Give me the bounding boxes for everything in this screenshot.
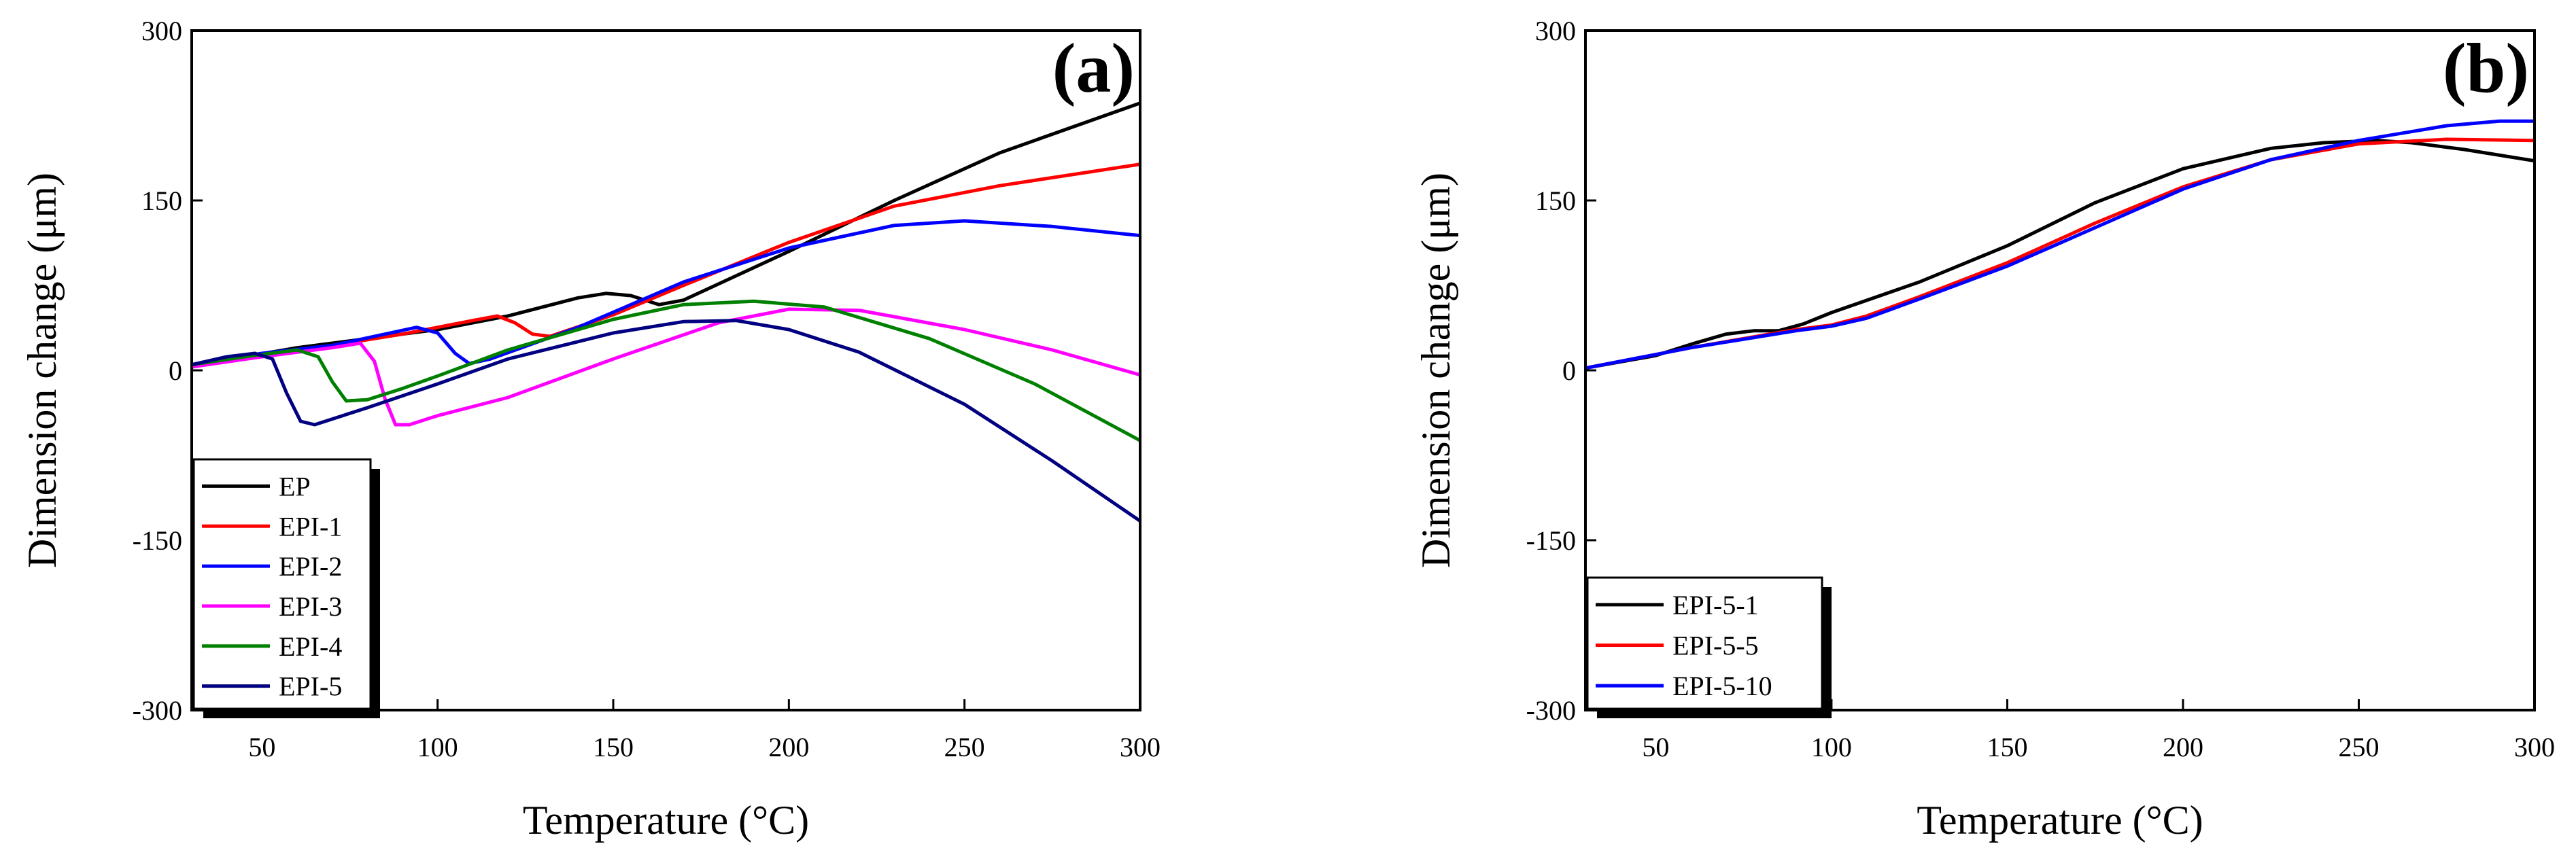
y-axis-label: Dimension change (μm) bbox=[20, 173, 65, 568]
series-line-ep bbox=[192, 101, 1140, 369]
x-tick-label: 100 bbox=[417, 732, 458, 762]
y-axis-label: Dimension change (μm) bbox=[1413, 173, 1458, 568]
y-tick-label: 150 bbox=[1535, 186, 1576, 216]
legend-label-epi-1: EPI-1 bbox=[279, 511, 342, 542]
panel-label: (a) bbox=[1052, 29, 1135, 107]
x-tick-label: 300 bbox=[1120, 732, 1161, 762]
legend-label-epi-5: EPI-5 bbox=[279, 671, 342, 702]
y-tick-label: -300 bbox=[133, 695, 182, 726]
series-group bbox=[192, 101, 1140, 523]
x-tick-label: 150 bbox=[1987, 732, 2027, 762]
x-axis-label: Temperature (°C) bbox=[1917, 798, 2203, 843]
series-line-epi-5-1 bbox=[1585, 139, 2535, 370]
panel-label: (b) bbox=[2443, 29, 2529, 107]
x-tick-label: 50 bbox=[1642, 732, 1669, 762]
x-tick-label: 200 bbox=[2163, 732, 2203, 762]
legend: EPI-5-1 EPI-5-5 EPI-5-10 bbox=[1586, 576, 1832, 718]
series-line-epi-1 bbox=[192, 162, 1140, 367]
y-tick-label: -150 bbox=[133, 525, 182, 556]
legend-label-epi-5-5: EPI-5-5 bbox=[1672, 631, 1759, 661]
x-tick-label: 300 bbox=[2514, 732, 2555, 762]
panel-b: 50 100 150 200 250 300 -300 -150 0 150 300 Temperat… bbox=[1413, 16, 2555, 843]
legend-box bbox=[192, 458, 372, 710]
y-tick-label: -150 bbox=[1526, 525, 1576, 556]
x-tick-label: 250 bbox=[2338, 732, 2379, 762]
series-line-epi-5-10 bbox=[1585, 119, 2535, 370]
y-tick-label: 0 bbox=[1562, 355, 1576, 386]
series-line-epi-4 bbox=[192, 299, 1140, 442]
x-tick-label: 100 bbox=[1811, 732, 1852, 762]
x-tick-label: 200 bbox=[768, 732, 809, 762]
x-tick-label: 150 bbox=[593, 732, 634, 762]
y-tick-label: 150 bbox=[141, 186, 182, 216]
legend-label-epi-5-10: EPI-5-10 bbox=[1672, 671, 1772, 701]
panel-a: 50 100 150 200 250 300 -300 -150 0 150 300 Temperat… bbox=[20, 16, 1161, 843]
y-tick-label: 300 bbox=[1535, 16, 1576, 46]
y-tick-label: 0 bbox=[169, 355, 182, 386]
legend-label-epi-4: EPI-4 bbox=[279, 631, 342, 662]
series-line-epi-5 bbox=[192, 319, 1140, 523]
series-group bbox=[1585, 119, 2535, 370]
legend-label-epi-3: EPI-3 bbox=[279, 591, 342, 622]
x-tick-label: 250 bbox=[944, 732, 985, 762]
legend-label-epi-2: EPI-2 bbox=[279, 551, 342, 582]
y-tick-label: -300 bbox=[1526, 695, 1576, 726]
legend: EP EPI-1 EPI-2 EPI-3 EPI-4 EPI-5 bbox=[192, 458, 380, 718]
legend-label-epi-5-1: EPI-5-1 bbox=[1672, 590, 1759, 620]
x-axis-label: Temperature (°C) bbox=[523, 798, 809, 843]
legend-label-ep: EP bbox=[279, 471, 311, 501]
series-line-epi-3 bbox=[192, 307, 1140, 427]
y-tick-label: 300 bbox=[141, 16, 182, 46]
x-tick-label: 50 bbox=[248, 732, 275, 762]
